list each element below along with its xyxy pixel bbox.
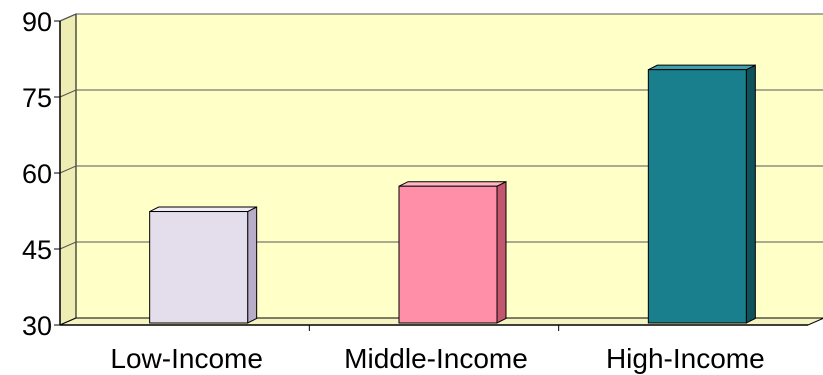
x-tick-label-low-income: Low-Income (110, 343, 263, 374)
bar-top-high-income (648, 64, 756, 71)
y-tick-label-45: 45 (22, 235, 52, 265)
y-tick-label-30: 30 (22, 311, 52, 341)
gridline (59, 241, 823, 250)
y-axis-ticks: 30 45 60 75 90 (22, 7, 52, 341)
bar-low-income (149, 206, 258, 324)
y-tick-label-90: 90 (22, 7, 52, 37)
bar-front-middle-income (398, 185, 498, 324)
bar-top-middle-income (398, 181, 507, 187)
bar-middle-income (398, 180, 507, 324)
gridline (59, 13, 823, 22)
bar-front-high-income (647, 69, 747, 324)
bar-high-income (647, 64, 756, 324)
bar-side-low-income (247, 206, 258, 324)
x-axis-labels: Low-Income Middle-Income High-Income (110, 343, 764, 374)
x-tick-label-high-income: High-Income (606, 343, 765, 374)
y-tick-label-75: 75 (22, 83, 52, 113)
x-tick-label-middle-income: Middle-Income (344, 343, 528, 374)
bar-side-high-income (745, 64, 756, 324)
bar-front-low-income (149, 211, 249, 324)
bar-top-low-income (149, 206, 257, 213)
gridline (59, 89, 823, 98)
bars (149, 64, 756, 324)
axes (54, 20, 808, 331)
bar-side-middle-income (496, 180, 507, 324)
y-tick-label-60: 60 (22, 159, 52, 189)
gridline (59, 165, 823, 174)
gridlines (59, 13, 823, 250)
